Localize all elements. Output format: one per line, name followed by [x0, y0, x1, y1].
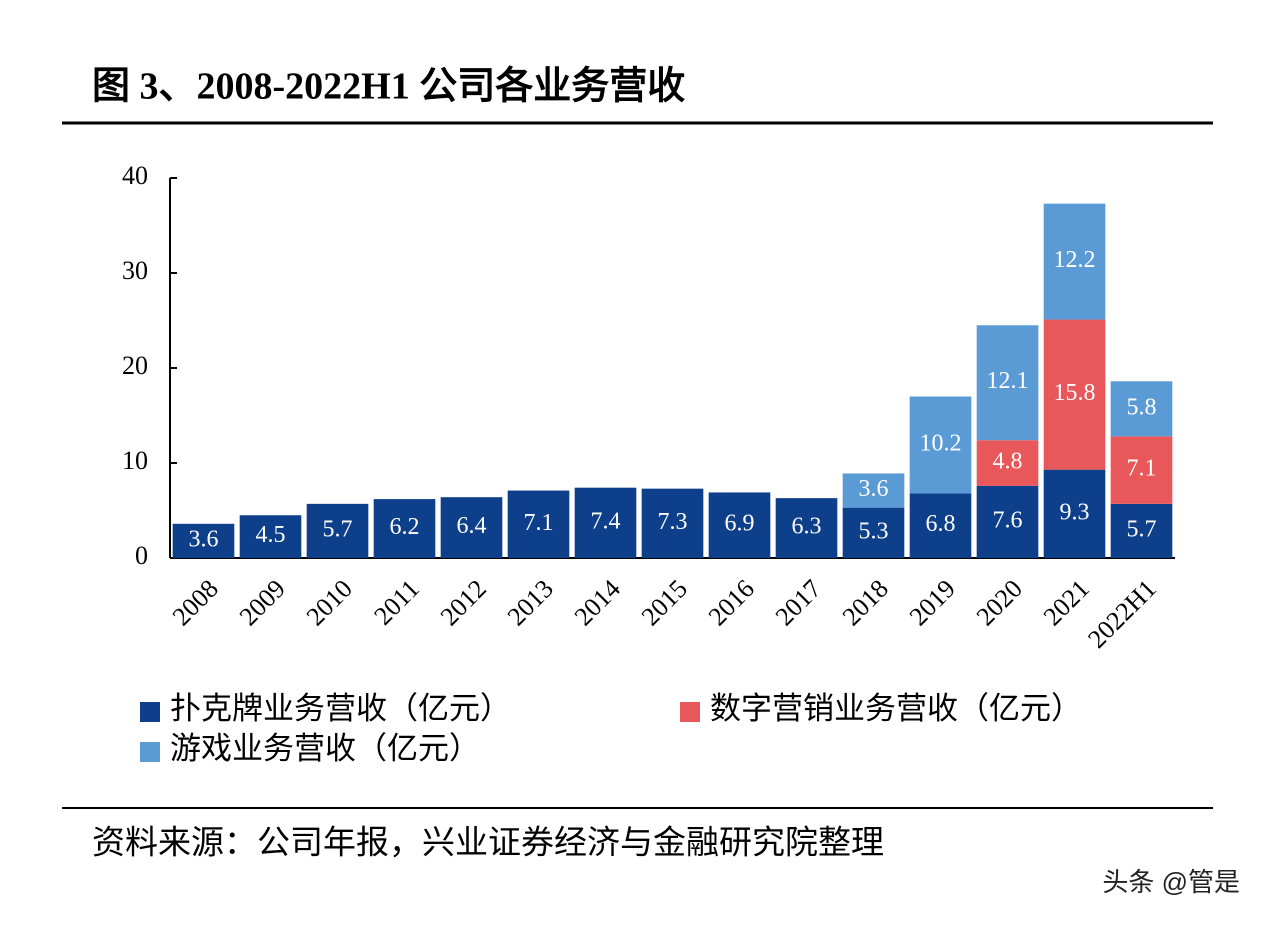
x-tick-label: 2021 — [1038, 574, 1095, 631]
legend-label: 扑克牌业务营收（亿元） — [170, 691, 511, 726]
data-label: 15.8 — [1054, 380, 1096, 406]
legend-swatch — [680, 702, 700, 722]
bar-segment — [1043, 319, 1106, 470]
legend-label: 数字营销业务营收（亿元） — [710, 691, 1082, 726]
data-label: 5.3 — [859, 518, 889, 544]
data-label: 6.8 — [926, 511, 956, 537]
data-label: 5.7 — [1127, 516, 1157, 542]
bar-segment — [1043, 203, 1106, 320]
data-label: 5.7 — [323, 516, 353, 542]
x-tick-label: 2011 — [368, 574, 425, 631]
x-tick-label: 2009 — [234, 574, 291, 631]
bar-segment — [641, 488, 704, 558]
bar-segment — [1110, 503, 1173, 558]
bar-segment — [976, 440, 1039, 486]
x-tick-label: 2015 — [636, 574, 693, 631]
bar-segment — [842, 507, 905, 558]
bar-segment — [909, 493, 972, 558]
data-label: 7.1 — [1127, 456, 1157, 482]
data-label: 9.3 — [1060, 499, 1090, 525]
x-tick-label: 2008 — [167, 574, 224, 631]
bar-segment — [574, 487, 637, 558]
data-label: 6.9 — [725, 511, 755, 537]
data-label: 12.1 — [987, 368, 1029, 394]
bar-segment — [909, 396, 972, 494]
data-label: 12.2 — [1054, 247, 1096, 273]
data-label: 7.1 — [524, 510, 554, 536]
x-tick-label: 2017 — [770, 574, 827, 631]
bar-segment — [1043, 469, 1106, 558]
data-label: 10.2 — [920, 430, 962, 456]
bar-segment — [373, 499, 436, 558]
y-tick-label: 40 — [122, 161, 148, 190]
legend-label: 游戏业务营收（亿元） — [170, 731, 480, 766]
bar-segment — [507, 490, 570, 558]
source-note: 资料来源：公司年报，兴业证券经济与金融研究院整理 — [92, 825, 884, 862]
x-tick-label: 2012 — [435, 574, 492, 631]
data-label: 7.4 — [591, 508, 621, 534]
y-tick-label: 0 — [135, 541, 148, 570]
bar-segment — [172, 523, 235, 558]
bar-segment — [708, 492, 771, 558]
data-label: 6.2 — [390, 514, 420, 540]
bar-segment — [1110, 436, 1173, 504]
y-tick-label: 20 — [122, 351, 148, 380]
data-label: 6.4 — [457, 513, 487, 539]
data-label: 4.8 — [993, 449, 1023, 475]
x-tick-label: 2013 — [502, 574, 559, 631]
data-label: 3.6 — [859, 476, 889, 502]
data-label: 3.6 — [189, 526, 219, 552]
data-label: 7.3 — [658, 509, 688, 535]
data-label: 4.5 — [256, 522, 286, 548]
data-label: 5.8 — [1127, 394, 1157, 420]
legend-swatch — [140, 702, 160, 722]
bar-segment — [1110, 381, 1173, 437]
bar-segment — [239, 515, 302, 558]
bar-segment — [440, 497, 503, 558]
bar-segment — [842, 473, 905, 508]
bar-segment — [976, 325, 1039, 441]
y-tick-label: 10 — [122, 446, 148, 475]
chart-title: 图 3、2008-2022H1 公司各业务营收 — [92, 65, 685, 108]
x-tick-label: 2020 — [971, 574, 1028, 631]
x-tick-label: 2014 — [569, 574, 626, 631]
y-tick-label: 30 — [122, 256, 148, 285]
x-tick-label: 2016 — [703, 574, 760, 631]
bar-segment — [976, 485, 1039, 558]
data-label: 7.6 — [993, 507, 1023, 533]
x-tick-label: 2010 — [301, 574, 358, 631]
x-tick-label: 2022H1 — [1082, 574, 1162, 654]
x-tick-label: 2018 — [837, 574, 894, 631]
x-tick-label: 2019 — [904, 574, 961, 631]
data-label: 6.3 — [792, 514, 822, 540]
bar-segment — [775, 498, 838, 558]
legend-swatch — [140, 742, 160, 762]
watermark: 头条 @管是 — [1102, 867, 1240, 897]
bar-segment — [306, 503, 369, 558]
